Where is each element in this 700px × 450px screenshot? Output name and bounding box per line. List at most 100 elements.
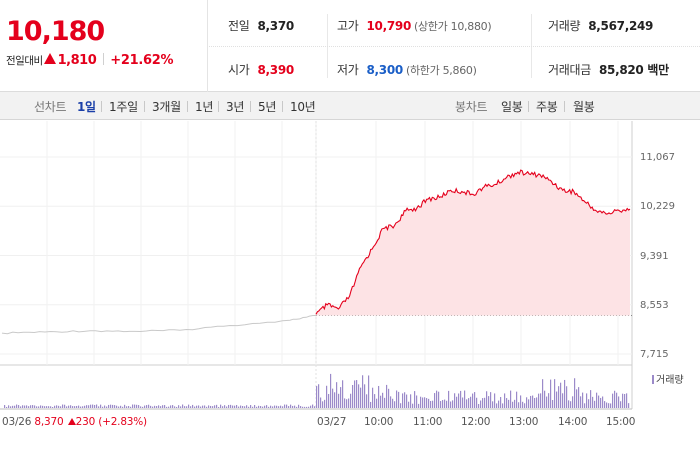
volume-bar: [394, 401, 396, 408]
volume-bar: [124, 404, 126, 408]
volume-bar: [432, 400, 434, 408]
stat-label: 전일: [228, 19, 250, 33]
volume-bar: [360, 387, 362, 408]
volume-bar: [328, 393, 330, 408]
stat-value: 8,390: [257, 63, 294, 77]
tab-1d[interactable]: 1일: [77, 100, 96, 114]
volume-bar: [446, 400, 448, 408]
tab-monthly[interactable]: 월봉: [573, 100, 595, 114]
volume-bar: [302, 406, 304, 408]
volume-bar: [410, 394, 412, 408]
volume-bar: [518, 402, 520, 408]
volume-bar: [22, 405, 24, 408]
tab-1w[interactable]: 1주일: [109, 100, 138, 114]
volume-bar: [418, 403, 420, 408]
volume-bar: [36, 406, 38, 408]
volume-bar: [456, 396, 458, 408]
tab-10y[interactable]: 10년: [290, 100, 316, 114]
volume-bar: [298, 404, 300, 408]
volume-bar: [66, 406, 68, 408]
volume-bar: [448, 390, 450, 408]
stat-value: 85,820 백만: [598, 63, 669, 77]
volume-bar: [50, 406, 52, 408]
volume-bar: [574, 378, 576, 408]
prev-day-summary: 03/26 8,370 230 (+2.83%): [2, 416, 147, 428]
volume-bar: [144, 405, 146, 408]
tab-weekly[interactable]: 주봉: [536, 100, 558, 114]
volume-bar: [42, 405, 44, 408]
volume-bar: [542, 379, 544, 408]
volume-bar: [434, 393, 436, 408]
volume-bar: [354, 380, 356, 408]
volume-bar: [252, 406, 254, 408]
up-arrow-icon: [67, 418, 76, 425]
volume-bar: [24, 405, 26, 408]
volume-bar: [184, 406, 186, 408]
tab-3y[interactable]: 3년: [226, 100, 245, 114]
prev-change-pct: (+2.83%): [98, 416, 147, 428]
volume-bar: [376, 398, 378, 408]
volume-bar: [436, 390, 438, 408]
volume-bar: [106, 406, 108, 408]
tab-daily[interactable]: 일봉: [501, 100, 523, 114]
volume-bar: [164, 405, 166, 408]
volume-bar: [214, 405, 216, 408]
volume-bar: [598, 395, 600, 408]
volume-bar: [86, 405, 88, 408]
stat-label: 거래대금: [548, 63, 591, 77]
volume-bar: [128, 406, 130, 408]
stat-value: 10,790: [366, 19, 411, 33]
volume-bar: [150, 405, 152, 408]
volume-bar: [84, 405, 86, 408]
volume-bar: [558, 386, 560, 408]
volume-bar: [256, 406, 258, 408]
volume-bar: [404, 392, 406, 408]
volume-bar: [380, 395, 382, 408]
volume-bar: [76, 405, 78, 408]
stat-label: 고가: [337, 19, 359, 33]
volume-bar: [52, 406, 54, 408]
stat-value: 8,300: [366, 63, 403, 77]
volume-bar: [344, 398, 346, 408]
volume-bar: [602, 396, 604, 408]
volume-bar: [68, 405, 70, 408]
volume-bar: [168, 406, 170, 408]
volume-bar: [536, 397, 538, 408]
volume-bar: [244, 406, 246, 408]
volume-bar: [496, 403, 498, 408]
volume-bar: [348, 398, 350, 408]
volume-bar: [220, 404, 222, 408]
volume-bar: [442, 400, 444, 408]
volume-bar: [182, 404, 184, 408]
volume-bar: [566, 386, 568, 408]
line-chart-label: 선차트: [34, 100, 67, 114]
volume-bar: [340, 387, 342, 408]
volume-bar: [80, 406, 82, 408]
tab-5y[interactable]: 5년: [258, 100, 277, 114]
volume-bar: [416, 395, 418, 408]
volume-bar: [82, 406, 84, 408]
change-label: 전일대비: [6, 55, 43, 67]
x-tick-label: 03/27: [317, 416, 347, 428]
tab-3m[interactable]: 3개월: [152, 100, 181, 114]
volume-bar: [186, 406, 188, 408]
volume-bar: [112, 404, 114, 408]
volume-bar: [326, 385, 328, 408]
volume-bar: [600, 397, 602, 408]
volume-bar: [178, 405, 180, 408]
volume-bar: [504, 393, 506, 408]
volume-bar: [586, 393, 588, 408]
divider: [564, 101, 565, 112]
volume-bar: [208, 405, 210, 408]
volume-bar: [392, 398, 394, 408]
volume-bar: [160, 406, 162, 408]
volume-bar: [28, 406, 30, 408]
tab-1y[interactable]: 1년: [195, 100, 214, 114]
volume-bar: [480, 400, 482, 408]
divider: [250, 101, 251, 112]
volume-bar: [260, 406, 262, 408]
volume-bar: [384, 397, 386, 408]
volume-bar: [350, 393, 352, 408]
volume-bar: [578, 387, 580, 408]
volume-bar: [388, 388, 390, 408]
